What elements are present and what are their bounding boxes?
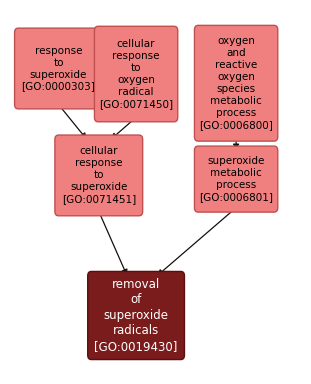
Text: removal
of
superoxide
radicals
[GO:0019430]: removal of superoxide radicals [GO:00194… (95, 278, 178, 353)
FancyBboxPatch shape (55, 135, 143, 216)
Text: superoxide
metabolic
process
[GO:0006801]: superoxide metabolic process [GO:0006801… (199, 156, 273, 202)
Text: cellular
response
to
superoxide
[GO:0071451]: cellular response to superoxide [GO:0071… (62, 146, 136, 204)
FancyBboxPatch shape (95, 26, 178, 122)
FancyBboxPatch shape (194, 25, 278, 141)
Text: cellular
response
to
oxygen
radical
[GO:0071450]: cellular response to oxygen radical [GO:… (99, 39, 173, 109)
FancyBboxPatch shape (88, 271, 184, 359)
FancyBboxPatch shape (15, 28, 102, 109)
Text: oxygen
and
reactive
oxygen
species
metabolic
process
[GO:0006800]: oxygen and reactive oxygen species metab… (199, 36, 273, 130)
FancyBboxPatch shape (194, 146, 278, 212)
Text: response
to
superoxide
[GO:0000303]: response to superoxide [GO:0000303] (21, 46, 95, 91)
